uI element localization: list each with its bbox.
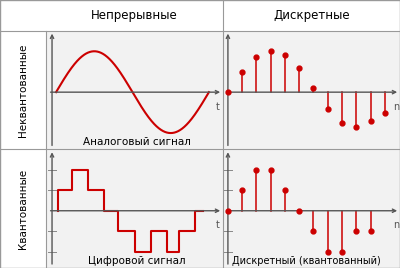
Text: Дискретный (квантованный): Дискретный (квантованный) (232, 256, 381, 266)
Text: Аналоговый сигнал: Аналоговый сигнал (82, 137, 190, 147)
Text: Неквантованные: Неквантованные (18, 43, 28, 137)
Text: Непрерывные: Непрерывные (91, 9, 178, 22)
Text: t: t (216, 220, 220, 230)
Text: Дискретные: Дискретные (273, 9, 350, 22)
Text: Цифровой сигнал: Цифровой сигнал (88, 256, 185, 266)
Text: n: n (393, 102, 399, 112)
Text: t: t (216, 102, 220, 112)
Text: n: n (393, 220, 399, 230)
Text: Квантованные: Квантованные (18, 169, 28, 249)
